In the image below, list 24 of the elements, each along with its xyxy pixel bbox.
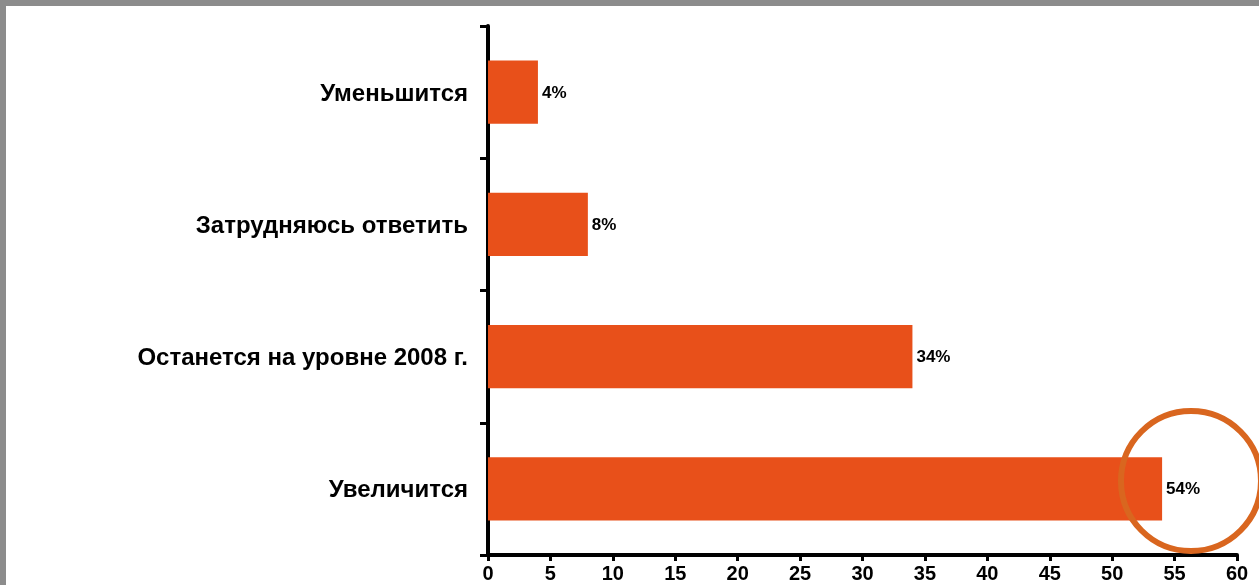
x-tick-label: 10 [601,562,624,584]
x-tick-label: 15 [664,562,687,584]
x-tick-label: 0 [482,562,494,584]
y-tick-label: Останется на уровне 2008 г. [137,343,468,371]
x-tick-label: 60 [1225,562,1249,584]
x-tick-label: 5 [544,562,556,584]
data-label: 34% [916,347,951,367]
x-tick-label: 25 [788,562,812,584]
data-label: 54% [1166,479,1201,499]
x-tick-label: 45 [1038,562,1061,584]
x-tick-label: 55 [1163,562,1186,584]
data-label: 8% [591,214,617,234]
x-tick-label: 30 [851,562,874,584]
bar [488,192,588,257]
x-tick-label: 50 [1101,562,1124,584]
x-tick-label: 35 [913,562,937,584]
y-tick-label: Увеличится [328,475,468,503]
bar [488,60,538,124]
bar [488,324,913,389]
y-tick-label: Уменьшится [320,78,468,106]
y-tick-label: Затрудняюсь ответить [195,210,468,238]
x-tick-label: 20 [726,562,749,584]
x-tick-label: 40 [976,562,999,584]
data-label: 4% [541,82,567,102]
